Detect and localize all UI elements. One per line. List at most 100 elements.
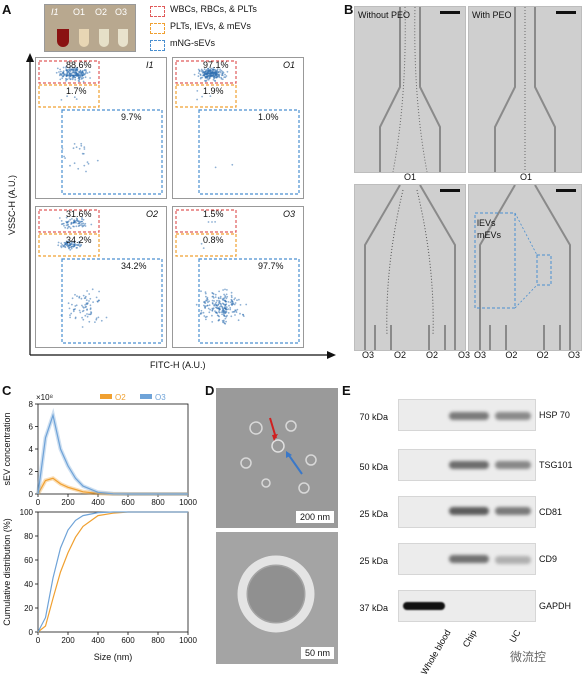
y-tick-label: 4 [29,445,34,454]
x-tick-label: 800 [151,636,165,645]
outlet-label: O2 [425,350,438,360]
x-tick-label: 400 [91,636,105,645]
gate-percentage: 34.2% [121,261,147,271]
protein-label: TSG101 [539,460,573,470]
tem-image-overview: 200 nm [216,388,338,528]
kda-label: 70 kDa [359,412,388,422]
outlet-label: O2 [393,350,406,360]
x-tick-label: 800 [151,498,165,507]
series-line-o2 [37,477,188,495]
x-tick-label: 400 [91,498,105,507]
condition-label: Without PEO [358,10,411,20]
x-tick-label: 1000 [179,636,197,645]
legend-swatch [140,394,152,399]
x-tick-label: 600 [121,636,135,645]
blot-gapdh [398,590,536,622]
outlet-row-right: O3 O2 O2 O3 [474,350,580,360]
series-line-o2 [37,511,188,633]
y-axis-label: sEV concentration [2,412,12,485]
watermark: 微流控 [510,650,547,664]
y-tick-label: 60 [24,556,33,565]
exponent-label: ×10⁸ [36,393,53,402]
panel-e-letter: E [342,383,351,398]
outlet-label: O3 [362,350,375,360]
x-tick-label: 200 [61,498,75,507]
legend-swatch [150,40,165,51]
series-line-o3 [37,511,188,633]
tube-label: O2 [95,7,108,17]
y-tick-label: 8 [29,400,34,409]
legend-label: O2 [115,393,126,402]
outlet-label: O3 [457,350,470,360]
condition-label: With PEO [472,10,512,20]
x-axis-label: FITC-H (A.U.) [150,360,206,370]
gate-percentage: 1.9% [203,86,224,96]
legend-label: WBCs, RBCs, & PLTs [170,4,257,14]
legend-swatch [100,394,112,399]
outlet-label: O3 [567,350,580,360]
flow-plot-o3: 1.5% 0.8% 97.7% O3 [172,206,304,348]
legend-swatch [150,23,165,34]
tube-label: O3 [115,7,128,17]
y-tick-label: 80 [24,532,33,541]
legend-swatch [150,6,165,17]
sample-label: O3 [283,209,296,219]
legend-label: PLTs, IEVs, & mEVs [170,21,251,31]
outlet-label: O1 [520,172,533,182]
lane-label: Whole blood [418,628,453,677]
y-tick-label: 0 [29,628,34,637]
y-tick-label: 6 [29,423,34,432]
scale-bar [440,11,460,14]
x-axis-label: Size (nm) [94,652,133,662]
gate-percentage: 97.1% [203,60,229,70]
blot-cd9 [398,543,536,575]
gate-percentage: 1.5% [203,209,224,219]
panel-b-letter: B [344,2,354,17]
outlet-label: O3 [474,350,487,360]
scale-bar [556,189,576,192]
gate-percentage: 31.6% [66,209,92,219]
protein-label: CD9 [539,554,558,564]
protein-label: HSP 70 [539,410,570,420]
scale-label: 50 nm [300,647,334,659]
gate-percentage: 97.7% [258,261,284,271]
y-tick-label: 2 [29,468,34,477]
panel-a-axes [26,53,336,359]
sample-label: O1 [283,60,296,70]
scale-bar [556,11,576,14]
kda-label: 50 kDa [359,462,388,472]
scale-label: 200 nm [295,511,334,523]
y-tick-label: 20 [24,604,33,613]
x-tick-label: 200 [61,636,75,645]
scale-bar [440,189,460,192]
y-axis-label: VSSC-H (A.U.) [7,175,17,236]
x-tick-label: 0 [36,498,41,507]
micrograph-without-peo: Without PEO [354,6,466,173]
y-tick-label: 0 [29,490,34,499]
lane-label: Chip [460,628,479,650]
legend-label: mNG-sEVs [170,38,215,48]
outlet-label: O2 [536,350,549,360]
tubes-photo: I1 O1 O2 O3 [44,4,136,52]
kda-label: 25 kDa [359,556,388,566]
micrograph-outlets-left [354,184,466,351]
x-tick-label: 0 [36,636,41,645]
kda-label: 25 kDa [359,509,388,519]
legend-label: O3 [155,393,166,402]
series-band-o2 [36,476,188,496]
panel-a-letter: A [2,2,12,17]
flow-plot-o2: 31.6% 34.2% 34.2% O2 [35,206,167,348]
panel-d-letter: D [205,383,215,398]
size-distribution-chart: 0 2 4 6 8 0 200 400 600 800 1000 sEV concentration 0… [0,392,200,684]
micrograph-outlets-right: lEVs mEVs [468,184,582,351]
protein-label: GAPDH [539,601,572,611]
gate-percentage: 1.7% [66,86,87,96]
kda-label: 37 kDa [359,603,388,613]
micrograph-with-peo: With PEO [468,6,582,173]
y-tick-label: 100 [20,508,34,517]
outlet-row-left: O3 O2 O2 O3 [362,350,470,360]
gate-percentage: 88.6% [66,60,92,70]
y-tick-label: 40 [24,580,33,589]
tube-label: O1 [73,7,86,17]
flow-plot-o1: 97.1% 1.9% 1.0% O1 [172,57,304,199]
